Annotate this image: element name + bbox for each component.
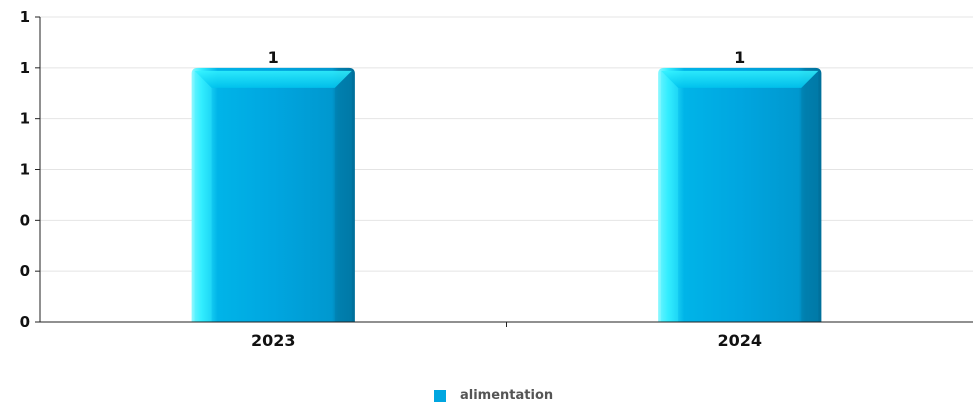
legend: alimentation	[434, 388, 553, 404]
bar-bevel-top	[194, 70, 352, 88]
bar-bevel-right	[801, 70, 819, 322]
y-tick-label: 1	[20, 110, 30, 128]
bar-body	[191, 67, 355, 322]
bar-bevel-right	[334, 70, 352, 322]
y-tick-label: 1	[20, 8, 30, 26]
bar-2023	[191, 67, 355, 322]
bars	[191, 67, 822, 322]
y-tick-label: 0	[20, 262, 30, 280]
bar-bevel-left	[194, 70, 212, 322]
y-tick-label: 1	[20, 161, 30, 179]
bar-body	[658, 67, 822, 322]
y-tick-label: 1	[20, 59, 30, 77]
data-label: 1	[734, 48, 745, 67]
data-label: 1	[268, 48, 279, 67]
legend-label-alimentation: alimentation	[460, 388, 554, 403]
x-tick-label: 2023	[251, 331, 296, 350]
axes	[35, 16, 973, 327]
labels: 0 0 0 1 1 1 1 1 2023 1 2024	[20, 8, 762, 350]
y-tick-label: 0	[20, 313, 30, 331]
grid-lines	[40, 16, 973, 272]
x-tick-label: 2024	[717, 331, 762, 350]
y-tick-label: 0	[20, 211, 30, 229]
bar-2024	[658, 67, 822, 322]
legend-swatch	[434, 390, 446, 402]
bar-bevel-left	[661, 70, 679, 322]
bar-bevel-top	[661, 70, 819, 88]
